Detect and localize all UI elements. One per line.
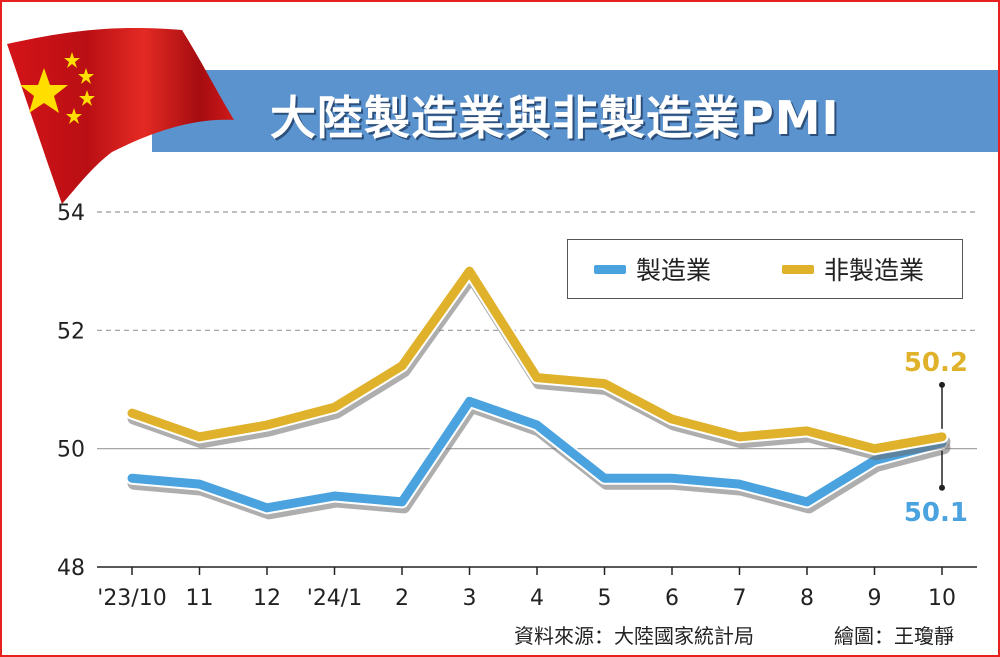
value-label-manufacturing: 50.1 (904, 498, 968, 528)
chart-title: 大陸製造業與非製造業PMI (270, 91, 840, 145)
x-tick-label: 8 (800, 586, 814, 611)
x-tick-label: 9 (868, 586, 882, 611)
series-line-nonmanufacturing (127, 266, 947, 454)
legend-item-manufacturing: 製造業 (594, 254, 712, 285)
x-tick-label: 7 (733, 586, 747, 611)
series-line-manufacturing (127, 396, 947, 513)
source-note: 資料來源：大陸國家統計局 (514, 624, 754, 648)
y-tick-label-52: 52 (57, 319, 85, 344)
annotations: 50.2 50.1 (904, 348, 968, 528)
credit-note: 繪圖：王瓊靜 (834, 624, 954, 648)
x-tick-label: '23/10 (97, 586, 166, 611)
y-tick-label-54: 54 (57, 201, 85, 226)
x-tick-label: 11 (186, 586, 214, 611)
china-flag-icon (7, 27, 234, 204)
y-tick-label-48: 48 (57, 556, 85, 581)
x-tick-label: 10 (928, 586, 956, 611)
legend-swatch-manufacturing (594, 264, 626, 274)
y-tick-label-50: 50 (57, 438, 85, 463)
x-tick-label: '24/1 (307, 586, 362, 611)
legend-label-nonmanufacturing: 非製造業 (824, 256, 925, 285)
x-tick-label: 4 (530, 586, 544, 611)
title-band (152, 70, 998, 152)
annotation-dot-nonmanufacturing (939, 381, 945, 388)
x-tick-label: 3 (463, 586, 477, 611)
legend: 製造業 非製造業 (567, 239, 963, 299)
legend-item-nonmanufacturing: 非製造業 (782, 254, 925, 285)
annotation-dot-manufacturing (939, 484, 945, 491)
axes (97, 566, 977, 575)
tick-labels: 48 50 52 54 '23/10 11 12 '24/1 2 3 4 5 6 7 8 9 10 (57, 201, 956, 611)
series-lines (125, 264, 951, 520)
value-label-nonmanufacturing: 50.2 (904, 348, 968, 378)
x-tick-label: 12 (253, 586, 281, 611)
x-tick-label: 5 (598, 586, 612, 611)
legend-label-manufacturing: 製造業 (636, 256, 712, 285)
x-tick-label: 6 (665, 586, 679, 611)
legend-swatch-nonmanufacturing (782, 264, 814, 274)
x-tick-label: 2 (395, 586, 409, 611)
grid-lines (97, 211, 977, 450)
